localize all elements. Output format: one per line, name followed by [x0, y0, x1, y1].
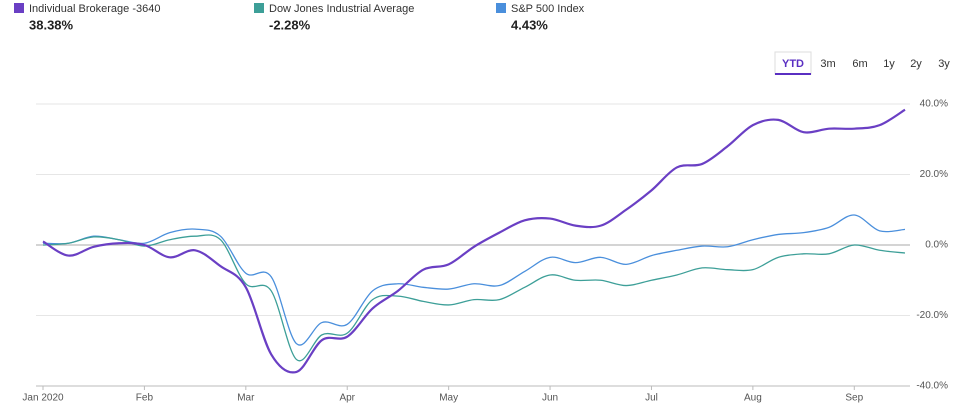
legend-name: Dow Jones Industrial Average: [269, 3, 414, 15]
legend-name: S&P 500 Index: [511, 3, 585, 15]
x-tick-label: Jun: [542, 393, 558, 404]
x-tick-label: Feb: [136, 393, 154, 404]
y-tick-label: -20.0%: [916, 310, 948, 321]
series-line: [42, 234, 906, 362]
range-button[interactable]: YTD: [782, 58, 804, 70]
x-tick-label: Jul: [645, 393, 658, 404]
range-button[interactable]: 6m: [852, 58, 867, 70]
x-tick-label: Apr: [339, 393, 355, 404]
x-tick-label: Sep: [845, 393, 863, 404]
y-tick-label: 20.0%: [920, 169, 948, 180]
y-tick-label: 40.0%: [920, 99, 948, 110]
x-tick-label: Jan 2020: [22, 393, 64, 404]
y-tick-label: -40.0%: [916, 381, 948, 392]
x-tick-label: May: [439, 393, 458, 404]
series-line: [42, 214, 906, 346]
range-button[interactable]: 3m: [820, 58, 835, 70]
x-tick-label: Aug: [744, 393, 762, 404]
legend-value: 38.38%: [29, 17, 74, 32]
range-button[interactable]: 1y: [883, 58, 895, 70]
legend-value: -2.28%: [269, 17, 311, 32]
legend-name: Individual Brokerage -3640: [29, 3, 160, 15]
range-button[interactable]: 3y: [938, 58, 950, 70]
legend-swatch: [496, 3, 506, 13]
x-tick-label: Mar: [237, 393, 255, 404]
legend-swatch: [14, 3, 24, 13]
legend-swatch: [254, 3, 264, 13]
legend-value: 4.43%: [511, 17, 548, 32]
y-tick-label: 0.0%: [925, 240, 948, 251]
range-button[interactable]: 2y: [910, 58, 922, 70]
series-line: [42, 108, 906, 374]
